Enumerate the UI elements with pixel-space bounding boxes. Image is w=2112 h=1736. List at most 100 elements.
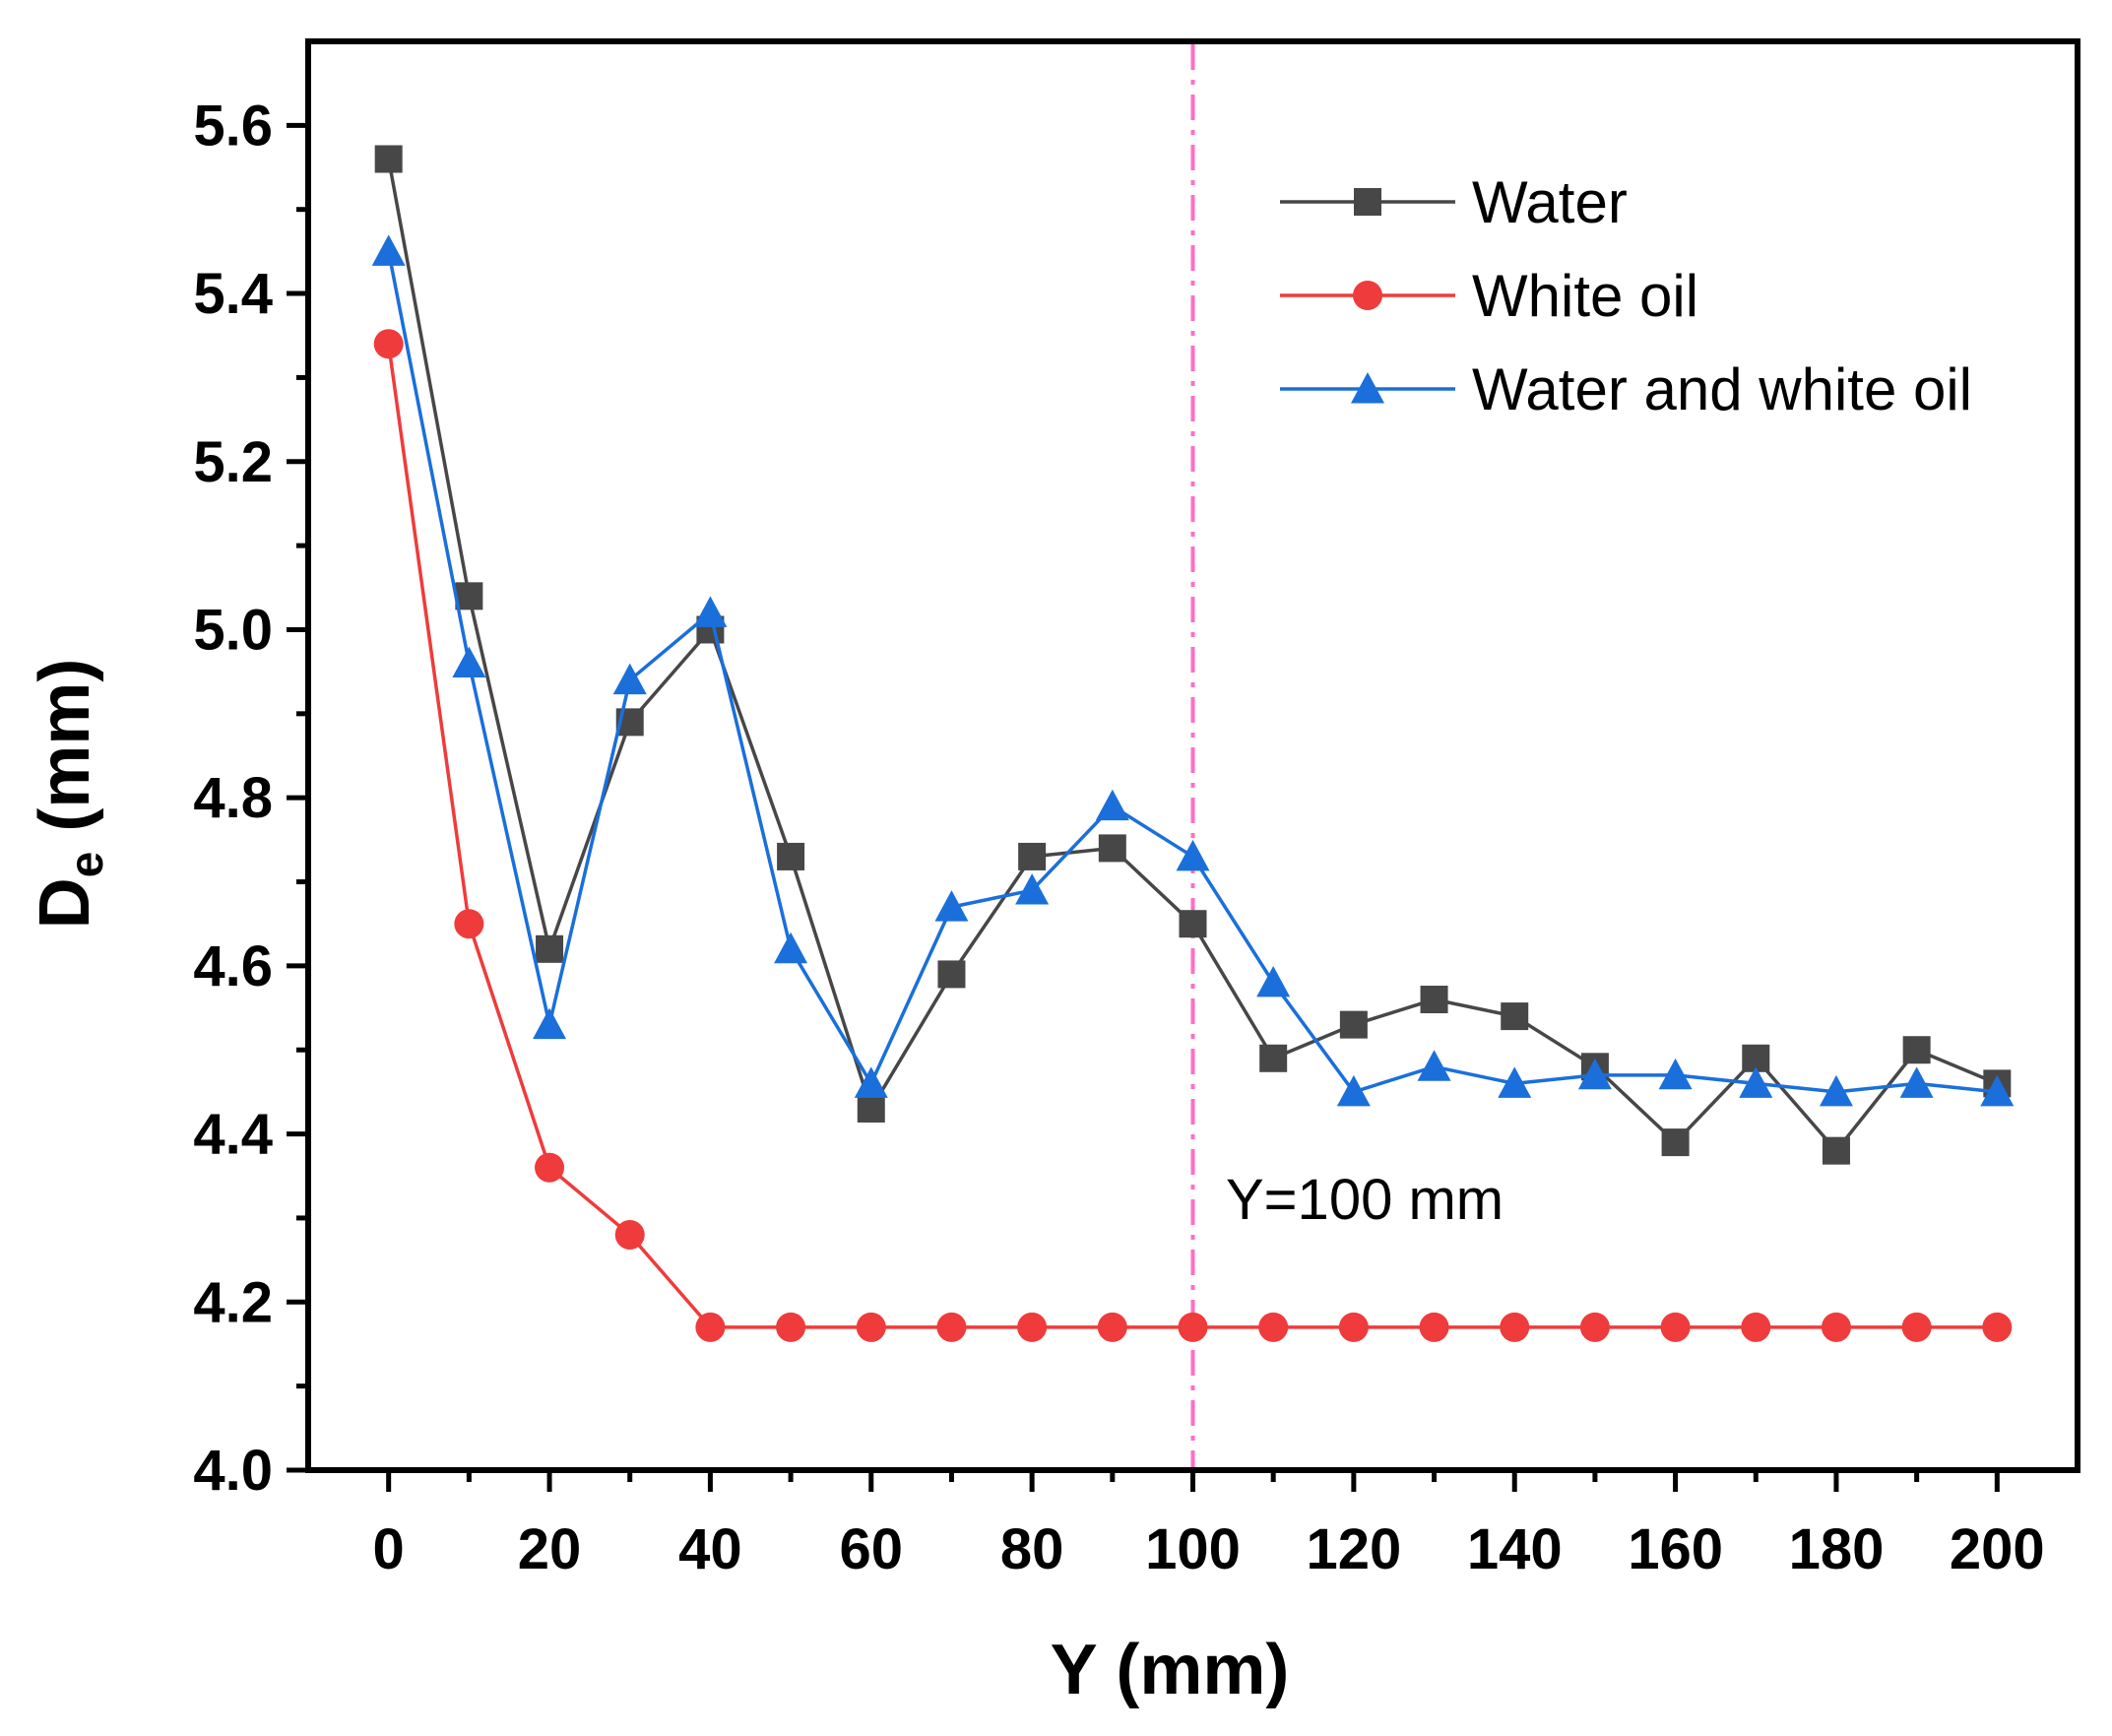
- data-point-triangle: [1176, 839, 1210, 871]
- y-axis-title-unit: (mm): [26, 659, 104, 852]
- legend-label: White oil: [1472, 263, 1698, 329]
- data-point-square: [1902, 1036, 1931, 1064]
- data-point-circle: [1017, 1312, 1048, 1342]
- x-tick-label: 200: [1950, 1517, 2045, 1581]
- legend-item: White oil: [1280, 263, 1698, 329]
- x-tick-label: 120: [1306, 1517, 1401, 1581]
- data-point-triangle: [1256, 965, 1291, 997]
- data-point-square: [1501, 1002, 1529, 1031]
- data-point-circle: [1097, 1312, 1127, 1342]
- data-point-circle: [535, 1152, 565, 1183]
- y-tick-label: 5.0: [193, 598, 273, 662]
- y-tick-label: 4.8: [193, 766, 273, 830]
- data-point-circle: [1338, 1312, 1369, 1342]
- data-point-square: [1822, 1136, 1850, 1165]
- y-tick-label: 5.4: [193, 262, 273, 326]
- data-point-circle: [776, 1312, 806, 1342]
- data-point-square: [374, 145, 403, 173]
- data-point-triangle: [1577, 1058, 1612, 1090]
- data-point-triangle: [1980, 1074, 2015, 1107]
- data-point-triangle: [1336, 1074, 1371, 1107]
- data-point-square: [1098, 834, 1126, 863]
- data-point-circle: [1821, 1312, 1851, 1342]
- x-tick-label: 0: [373, 1517, 405, 1581]
- data-point-square: [1339, 1010, 1368, 1039]
- data-point-triangle: [1417, 1050, 1451, 1081]
- y-tick-label: 4.0: [193, 1439, 273, 1503]
- data-point-circle: [936, 1312, 967, 1342]
- data-point-triangle: [1899, 1066, 1934, 1098]
- data-point-triangle: [693, 596, 728, 627]
- data-point-circle: [856, 1312, 886, 1342]
- data-point-square: [1420, 986, 1448, 1014]
- series-water-and-white-oil: [371, 234, 2015, 1107]
- data-point-square: [536, 934, 564, 963]
- data-point-circle: [373, 329, 404, 359]
- data-point-square: [937, 960, 966, 989]
- data-point-triangle: [1498, 1066, 1532, 1098]
- x-tick-label: 100: [1145, 1517, 1241, 1581]
- data-point-triangle: [774, 932, 808, 964]
- data-point-triangle: [452, 646, 486, 678]
- legend-label: Water and white oil: [1472, 356, 1972, 422]
- y-axis-title-subscript: e: [61, 852, 113, 878]
- data-point-triangle: [854, 1066, 888, 1098]
- data-point-circle: [695, 1312, 726, 1342]
- data-point-triangle: [1351, 372, 1384, 404]
- reference-line-annotation: Y=100 mm: [1226, 1168, 1504, 1232]
- data-point-circle: [1353, 281, 1382, 310]
- x-tick-label: 180: [1789, 1517, 1885, 1581]
- legend-item: Water: [1280, 169, 1628, 235]
- data-point-square: [857, 1094, 885, 1123]
- data-point-square: [1354, 188, 1381, 216]
- data-point-circle: [454, 909, 484, 939]
- data-point-triangle: [1739, 1066, 1773, 1098]
- data-point-triangle: [1819, 1074, 1853, 1107]
- y-axis-title-main: D: [26, 877, 104, 929]
- data-point-triangle: [533, 1007, 567, 1040]
- y-axis-title: De (mm): [26, 659, 113, 930]
- x-axis-title: Y (mm): [1051, 1631, 1290, 1709]
- legend-label: Water: [1472, 169, 1628, 235]
- legend-item: Water and white oil: [1280, 356, 1972, 422]
- data-point-circle: [1901, 1312, 1932, 1342]
- x-tick-label: 160: [1628, 1517, 1723, 1581]
- data-point-circle: [1982, 1312, 2013, 1342]
- data-point-circle: [1660, 1312, 1691, 1342]
- data-point-square: [1179, 910, 1207, 938]
- data-point-triangle: [934, 890, 969, 922]
- y-tick-label: 5.2: [193, 430, 273, 494]
- data-point-square: [777, 842, 805, 870]
- data-point-circle: [1178, 1312, 1208, 1342]
- data-point-circle: [1741, 1312, 1771, 1342]
- x-tick-label: 20: [518, 1517, 582, 1581]
- y-tick-label: 4.2: [193, 1270, 273, 1334]
- legend: Water White oil Water and white oil: [1280, 169, 1972, 422]
- data-point-circle: [1579, 1312, 1610, 1342]
- series-group: [371, 145, 2015, 1342]
- y-tick-label: 5.6: [193, 94, 273, 158]
- y-tick-label: 4.4: [193, 1103, 273, 1167]
- data-point-circle: [1500, 1312, 1530, 1342]
- x-tick-label: 40: [678, 1517, 742, 1581]
- x-tick-label: 140: [1467, 1517, 1563, 1581]
- data-point-square: [1259, 1044, 1288, 1072]
- data-point-circle: [1419, 1312, 1449, 1342]
- data-point-triangle: [1015, 873, 1050, 905]
- data-point-square: [455, 582, 483, 611]
- data-point-circle: [614, 1220, 645, 1251]
- y-tick-label: 4.6: [193, 934, 273, 998]
- data-point-triangle: [371, 234, 406, 266]
- x-tick-label: 80: [1000, 1517, 1064, 1581]
- data-point-square: [1018, 842, 1047, 870]
- data-point-triangle: [612, 663, 647, 695]
- x-tick-label: 60: [840, 1517, 904, 1581]
- data-point-square: [1661, 1128, 1690, 1157]
- data-point-triangle: [1658, 1058, 1693, 1090]
- axes-group: 4.0 4.2 4.4 4.6 4.8 5.0 5.2 5.4 5.6 0 20 40 60 80 100 1…: [193, 38, 2080, 1581]
- data-point-circle: [1258, 1312, 1289, 1342]
- series-white-oil: [373, 329, 2013, 1342]
- data-point-triangle: [1095, 789, 1129, 821]
